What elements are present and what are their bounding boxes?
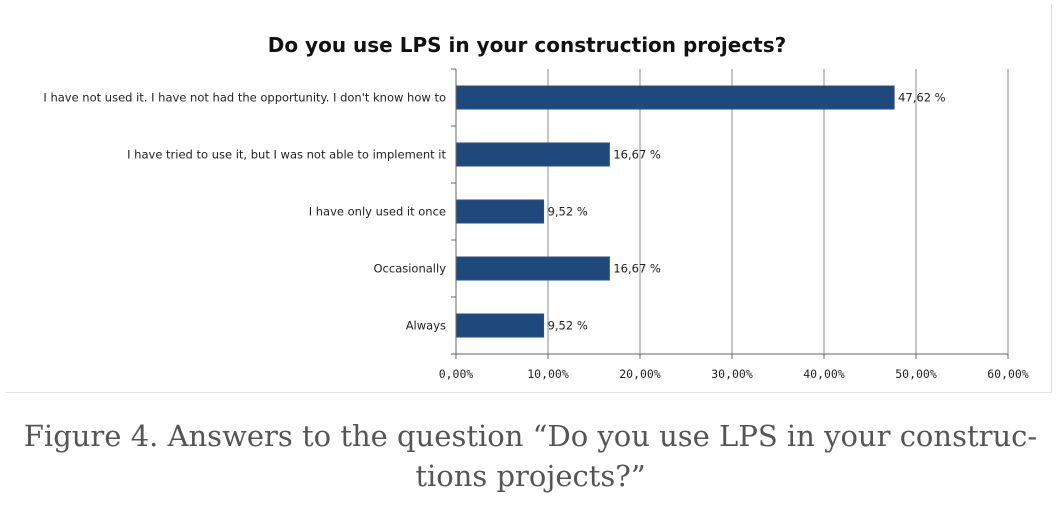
- caption-line-2: tions projects?”: [415, 459, 646, 493]
- x-tick-label: 30,00%: [711, 367, 753, 381]
- bar: [456, 256, 610, 281]
- x-tick-label: 10,00%: [527, 367, 569, 381]
- chart-title: Do you use LPS in your construction proj…: [268, 33, 787, 57]
- gridlines: [547, 69, 1009, 354]
- x-tick-label: 60,00%: [987, 367, 1029, 381]
- x-tick-label: 0,00%: [439, 367, 474, 381]
- bar: [456, 199, 545, 224]
- x-tick-label: 50,00%: [895, 367, 937, 381]
- bars: [456, 85, 895, 338]
- data-label: 47,62 %: [898, 91, 946, 105]
- bar: [456, 142, 610, 167]
- bar: [456, 85, 895, 110]
- x-tick-label: 40,00%: [803, 367, 845, 381]
- x-tick-label: 20,00%: [619, 367, 661, 381]
- bar: [456, 313, 545, 338]
- data-label: 16,67 %: [613, 262, 661, 276]
- labels: 0,00% 10,00% 20,00% 30,00% 40,00% 50,00% 60,00…: [43, 91, 1028, 382]
- caption-line-1: Figure 4. Answers to the question “Do yo…: [23, 419, 1038, 453]
- figure-caption: Figure 4. Answers to the question “Do yo…: [0, 416, 1061, 496]
- bar-chart: Do you use LPS in your construction proj…: [43, 33, 1028, 382]
- chart-panel: Do you use LPS in your construction proj…: [5, 4, 1052, 393]
- category-label: Always: [406, 319, 446, 333]
- category-label: I have only used it once: [309, 205, 446, 219]
- category-label: Occasionally: [374, 262, 447, 276]
- data-label: 16,67 %: [613, 148, 661, 162]
- axes: [451, 68, 1009, 359]
- data-label: 9,52 %: [548, 319, 588, 333]
- category-label: I have not used it. I have not had the o…: [43, 91, 446, 105]
- category-label: I have tried to use it, but I was not ab…: [127, 148, 446, 162]
- data-label: 9,52 %: [548, 205, 588, 219]
